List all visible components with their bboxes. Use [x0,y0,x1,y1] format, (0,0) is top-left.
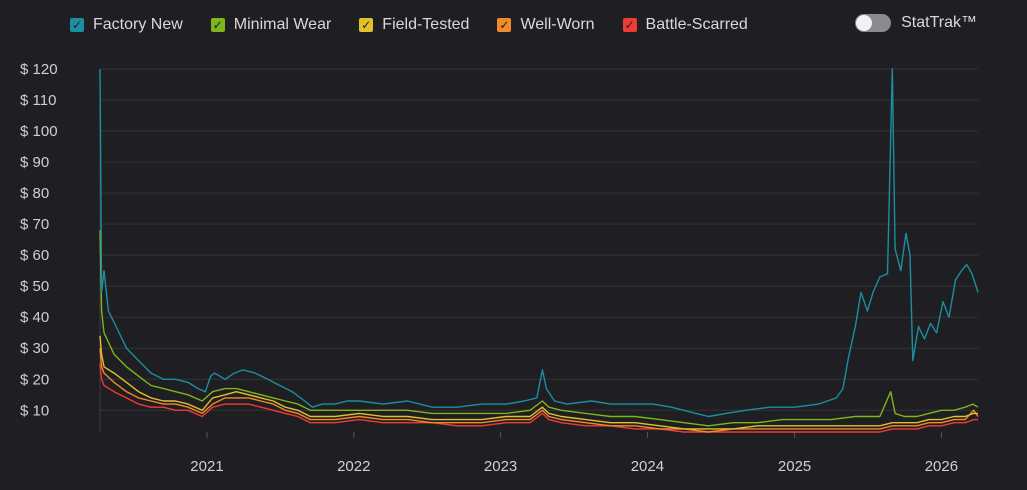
y-tick-label: $ 120 [20,61,58,78]
y-tick-label: $ 30 [20,340,49,357]
check-icon: ✓ [622,18,637,32]
y-tick-label: $ 80 [20,185,49,202]
y-tick-label: $ 60 [20,247,49,264]
stattrak-toggle[interactable] [855,14,892,32]
check-icon: ✓ [359,18,374,32]
y-tick-label: $ 10 [20,402,49,419]
stattrak-label: StatTrak™ [901,14,977,31]
x-tick-label: 2025 [778,458,811,475]
series-line-factory-new [99,68,979,418]
legend: ✓ Factory New ✓ Minimal Wear ✓ Field-Tested ✓ W… [70,14,776,36]
check-icon: ✓ [497,18,512,32]
legend-label: Well-Worn [520,16,595,33]
series-line-battle-scarred [99,363,978,433]
legend-label: Battle-Scarred [645,16,748,33]
check-icon: ✓ [70,18,84,32]
y-tick-label: $ 50 [20,278,49,295]
stattrak-toggle-group[interactable]: StatTrak™ [855,14,977,32]
y-tick-label: $ 70 [20,216,49,233]
x-tick-label: 2026 [925,458,958,475]
legend-item-factory-new[interactable]: ✓ Factory New [70,16,183,34]
y-tick-label: $ 110 [20,92,56,109]
check-icon: ✓ [210,18,225,32]
y-tick-label: $ 20 [20,371,49,388]
series-line-field-tested [99,335,978,430]
y-tick-label: $ 40 [20,309,49,326]
legend-item-battle-scarred[interactable]: ✓ Battle-Scarred [622,16,748,34]
series-line-well-worn [99,348,979,433]
toggle-knob [856,15,873,31]
legend-label: Minimal Wear [233,16,332,33]
legend-item-minimal-wear[interactable]: ✓ Minimal Wear [210,16,332,34]
legend-label: Factory New [93,16,183,33]
x-tick-label: 2024 [631,458,664,475]
legend-item-well-worn[interactable]: ✓ Well-Worn [497,16,595,34]
x-tick-label: 2023 [484,458,517,475]
x-tick-label: 2022 [337,458,370,475]
legend-item-field-tested[interactable]: ✓ Field-Tested [359,16,469,34]
y-tick-label: $ 100 [20,123,58,140]
y-tick-label: $ 90 [20,154,49,171]
x-tick-label: 2021 [190,458,223,475]
legend-label: Field-Tested [382,16,470,33]
series-line-minimal-wear [99,230,979,427]
